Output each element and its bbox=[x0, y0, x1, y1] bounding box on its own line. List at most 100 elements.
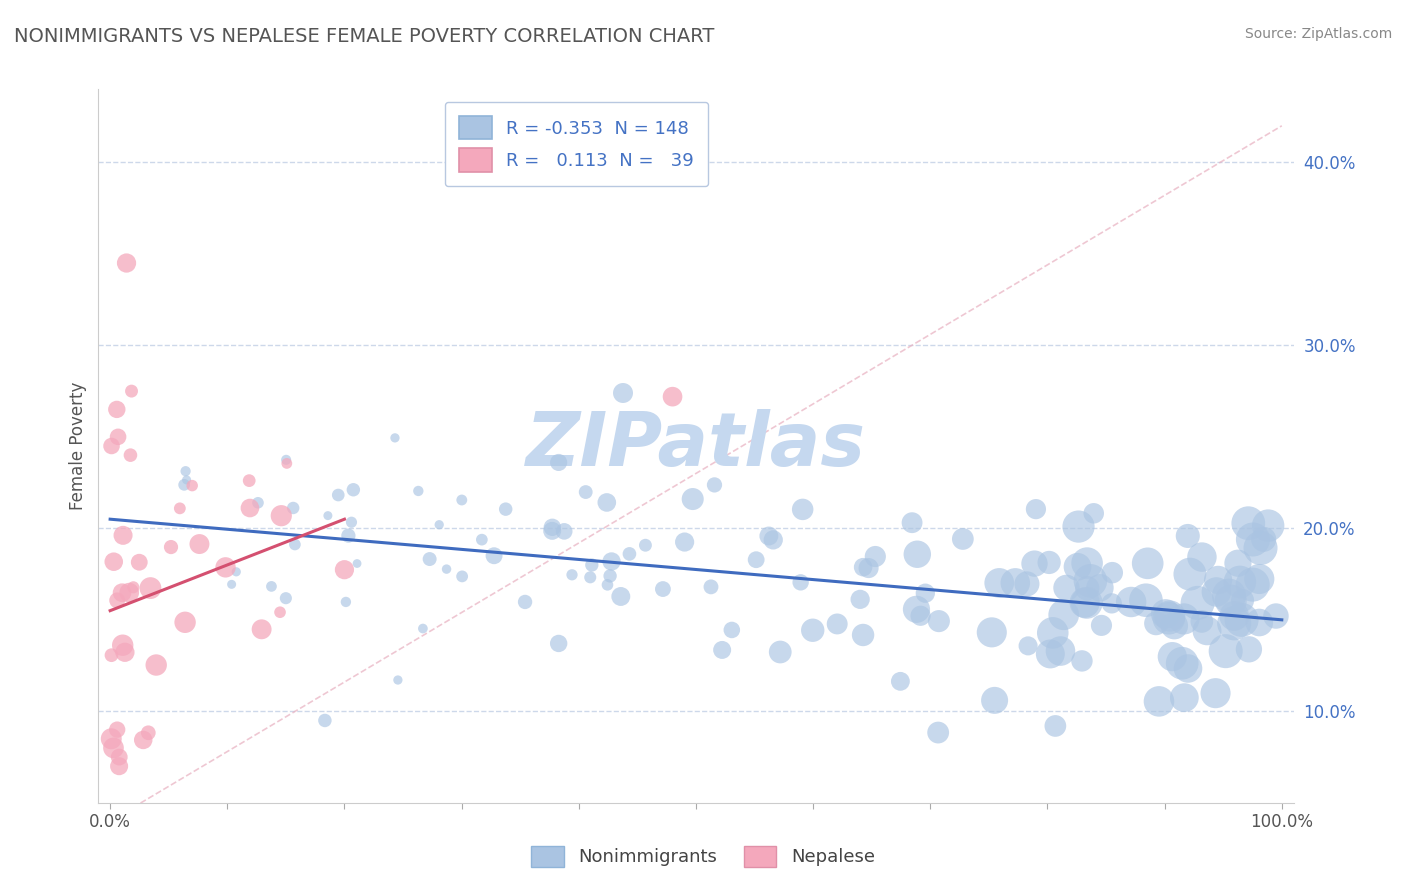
Point bbox=[581, 558, 603, 572]
Point bbox=[225, 565, 247, 579]
Point bbox=[1067, 519, 1090, 533]
Point bbox=[427, 517, 450, 532]
Point bbox=[1161, 649, 1184, 664]
Point bbox=[174, 615, 197, 630]
Point bbox=[114, 645, 136, 659]
Point bbox=[100, 439, 122, 453]
Point bbox=[1025, 502, 1047, 516]
Point bbox=[1219, 593, 1241, 607]
Point bbox=[1205, 686, 1227, 700]
Point bbox=[1042, 626, 1064, 640]
Point bbox=[250, 623, 273, 637]
Point bbox=[1147, 694, 1170, 708]
Point bbox=[711, 643, 734, 657]
Point bbox=[673, 535, 696, 549]
Point bbox=[865, 549, 887, 564]
Point bbox=[1073, 596, 1095, 610]
Point bbox=[108, 759, 131, 773]
Point bbox=[160, 540, 183, 554]
Point bbox=[100, 648, 122, 663]
Point bbox=[619, 547, 641, 561]
Point bbox=[188, 537, 211, 551]
Point bbox=[1191, 550, 1213, 565]
Point bbox=[612, 386, 634, 401]
Point bbox=[983, 693, 1005, 707]
Point bbox=[238, 474, 260, 488]
Point bbox=[107, 430, 129, 444]
Point bbox=[547, 636, 569, 650]
Point bbox=[1173, 612, 1195, 626]
Point bbox=[980, 625, 1002, 640]
Point bbox=[145, 658, 167, 673]
Point bbox=[905, 547, 928, 561]
Point bbox=[495, 502, 517, 516]
Point bbox=[1157, 611, 1180, 625]
Point bbox=[136, 725, 159, 739]
Y-axis label: Female Poverty: Female Poverty bbox=[69, 382, 87, 510]
Point bbox=[1253, 533, 1275, 547]
Point bbox=[541, 524, 564, 538]
Point bbox=[927, 725, 949, 739]
Point bbox=[801, 624, 824, 638]
Point bbox=[910, 608, 932, 623]
Point bbox=[1226, 556, 1249, 570]
Point bbox=[1177, 661, 1199, 675]
Point bbox=[1039, 647, 1062, 661]
Point bbox=[1015, 577, 1038, 591]
Point bbox=[1223, 609, 1246, 624]
Point bbox=[221, 577, 243, 591]
Point bbox=[703, 478, 725, 492]
Point bbox=[1241, 577, 1264, 591]
Point bbox=[1136, 557, 1159, 571]
Point bbox=[1195, 624, 1218, 638]
Point bbox=[100, 731, 122, 746]
Point bbox=[436, 562, 458, 576]
Point bbox=[328, 488, 350, 502]
Point bbox=[541, 520, 564, 534]
Point bbox=[1053, 607, 1076, 622]
Point bbox=[914, 586, 936, 600]
Point bbox=[316, 508, 339, 523]
Point bbox=[1218, 589, 1240, 603]
Point bbox=[1090, 618, 1112, 632]
Point bbox=[340, 515, 363, 529]
Point bbox=[450, 493, 472, 508]
Point bbox=[1045, 719, 1067, 733]
Point bbox=[314, 714, 336, 728]
Point bbox=[1088, 581, 1111, 595]
Point bbox=[118, 585, 141, 599]
Point bbox=[1230, 613, 1253, 627]
Point bbox=[901, 516, 924, 530]
Point bbox=[745, 552, 768, 566]
Point bbox=[634, 538, 657, 552]
Point bbox=[333, 563, 356, 577]
Text: ZIPatlas: ZIPatlas bbox=[526, 409, 866, 483]
Point bbox=[1038, 556, 1060, 570]
Point bbox=[858, 561, 880, 575]
Point bbox=[1215, 644, 1237, 658]
Point bbox=[651, 582, 673, 596]
Point bbox=[547, 455, 569, 469]
Point bbox=[1206, 573, 1229, 587]
Point bbox=[128, 555, 150, 569]
Point bbox=[346, 557, 368, 571]
Point bbox=[1177, 529, 1199, 543]
Point bbox=[789, 575, 811, 590]
Point bbox=[1237, 642, 1260, 657]
Point bbox=[575, 485, 598, 500]
Legend: Nonimmigrants, Nepalese: Nonimmigrants, Nepalese bbox=[524, 838, 882, 874]
Point bbox=[274, 591, 297, 606]
Point bbox=[120, 448, 142, 462]
Point bbox=[1229, 574, 1251, 589]
Point bbox=[1017, 639, 1039, 653]
Point bbox=[276, 452, 298, 467]
Point bbox=[720, 623, 742, 637]
Point bbox=[176, 473, 198, 487]
Point bbox=[1076, 596, 1098, 610]
Point bbox=[1159, 609, 1181, 624]
Point bbox=[105, 593, 128, 607]
Point bbox=[561, 567, 583, 582]
Point bbox=[1249, 572, 1271, 586]
Legend: R = -0.353  N = 148, R =   0.113  N =   39: R = -0.353 N = 148, R = 0.113 N = 39 bbox=[444, 102, 709, 186]
Point bbox=[105, 723, 128, 737]
